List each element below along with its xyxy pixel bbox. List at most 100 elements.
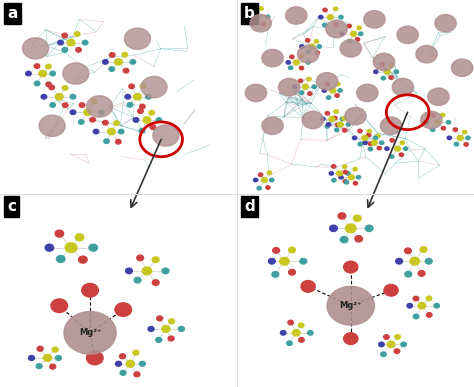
Circle shape [293,85,297,89]
Circle shape [108,128,115,135]
Circle shape [344,261,358,273]
Circle shape [379,342,384,347]
Circle shape [250,15,271,32]
Circle shape [102,60,108,64]
Circle shape [380,62,384,66]
Circle shape [300,259,307,264]
Circle shape [79,103,85,107]
Circle shape [287,341,292,346]
Circle shape [413,314,419,319]
Circle shape [365,225,373,231]
Circle shape [99,110,104,115]
Circle shape [250,22,255,26]
Circle shape [109,67,115,71]
Circle shape [157,316,163,321]
Circle shape [380,117,402,134]
Text: c: c [7,199,16,214]
Circle shape [149,110,155,115]
Circle shape [356,175,361,179]
Circle shape [262,178,267,182]
Circle shape [323,8,327,12]
Circle shape [309,44,315,49]
Circle shape [327,123,331,126]
Circle shape [400,141,404,144]
Circle shape [300,91,304,94]
Circle shape [428,88,449,105]
Circle shape [347,24,351,28]
Circle shape [126,360,135,367]
Circle shape [340,117,345,121]
Circle shape [267,171,272,175]
Circle shape [306,50,310,53]
Circle shape [306,61,310,64]
Circle shape [353,182,357,185]
Circle shape [139,128,145,133]
Circle shape [335,128,339,132]
Circle shape [63,63,89,84]
Circle shape [134,277,141,283]
Circle shape [317,45,321,48]
Circle shape [301,281,315,292]
Circle shape [358,142,362,146]
Circle shape [91,99,97,104]
Circle shape [46,82,51,87]
Circle shape [464,143,468,146]
Circle shape [316,73,337,90]
Circle shape [343,170,347,174]
Circle shape [368,147,373,151]
Circle shape [384,69,391,74]
Circle shape [319,15,323,19]
Circle shape [357,26,361,29]
Circle shape [387,341,395,348]
Circle shape [124,28,150,49]
Circle shape [380,141,384,144]
Circle shape [392,78,413,96]
Circle shape [299,337,304,342]
Circle shape [289,247,295,253]
Circle shape [359,32,363,36]
Circle shape [394,146,401,151]
Circle shape [82,283,99,297]
Text: a: a [7,6,18,21]
Circle shape [343,180,347,183]
Circle shape [74,32,80,36]
Circle shape [298,46,319,63]
Circle shape [125,94,130,99]
Circle shape [374,136,378,140]
Circle shape [152,280,159,285]
Circle shape [289,269,295,275]
Circle shape [325,111,329,115]
Circle shape [348,175,354,180]
Circle shape [93,129,99,134]
Circle shape [82,40,88,45]
Circle shape [346,224,356,233]
Circle shape [441,127,446,130]
Circle shape [286,61,291,64]
Circle shape [153,125,179,146]
Circle shape [89,244,98,251]
Circle shape [356,38,360,41]
Circle shape [377,146,382,150]
Circle shape [383,335,389,339]
Circle shape [326,20,347,38]
Circle shape [457,135,463,140]
Circle shape [447,136,451,140]
Circle shape [389,64,393,68]
Circle shape [454,142,458,146]
Circle shape [342,117,346,120]
Circle shape [331,164,336,168]
Circle shape [413,296,419,301]
Circle shape [292,330,300,336]
Circle shape [334,23,338,26]
Circle shape [293,60,299,65]
Circle shape [254,178,258,182]
Circle shape [354,215,361,221]
Circle shape [338,89,342,92]
Circle shape [104,139,109,144]
Circle shape [115,59,122,65]
Circle shape [62,33,67,38]
Circle shape [130,60,136,64]
Circle shape [116,361,121,366]
Circle shape [363,141,367,144]
Circle shape [346,123,351,126]
